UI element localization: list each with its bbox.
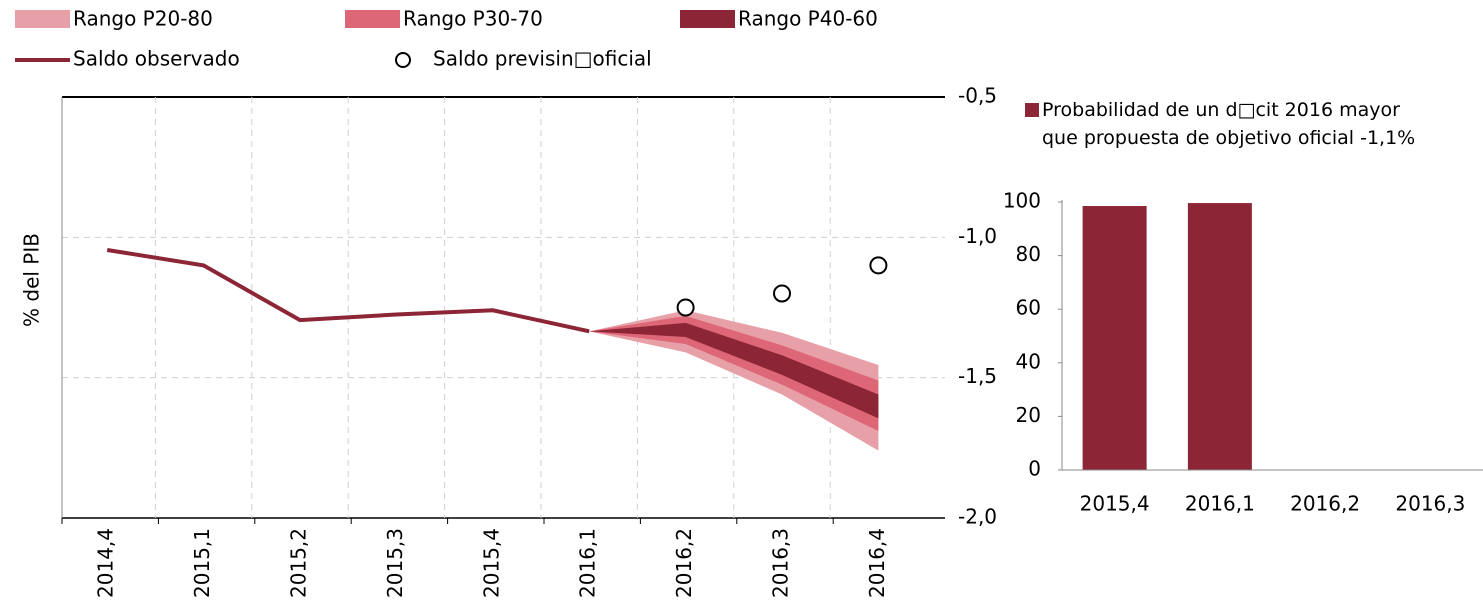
legend-label: Saldo observado (73, 47, 240, 71)
x-tick-label: 2015,4 (479, 528, 503, 598)
legend-swatch (345, 10, 400, 28)
x-tick-label: 2015,3 (383, 528, 407, 598)
y-tick-label: 80 (1016, 242, 1041, 266)
x-tick-label: 2016,3 (1395, 492, 1465, 516)
x-tick-label: 2016,3 (769, 528, 793, 598)
fan-band (589, 310, 879, 451)
legend-swatch (15, 10, 70, 28)
x-tick-label: 2015,4 (1080, 492, 1150, 516)
y-tick-label: -2,0 (958, 505, 997, 529)
x-tick-label: 2016,1 (1185, 492, 1255, 516)
legend-label: Rango P30-70 (403, 7, 543, 31)
forecast-point (869, 256, 888, 275)
y-tick-label: 20 (1016, 403, 1041, 427)
legend-marker (395, 52, 411, 68)
x-tick-label: 2015,2 (287, 528, 311, 598)
x-tick-label: 2016,2 (1290, 492, 1360, 516)
y-tick-label: -1,0 (958, 224, 997, 248)
y-tick-label: -0,5 (958, 84, 997, 108)
x-tick-label: 2016,4 (865, 528, 889, 598)
y-tick-label: 100 (1003, 189, 1041, 213)
x-tick-label: 2015,1 (190, 528, 214, 598)
x-tick-label: 2016,2 (672, 528, 696, 598)
y-tick-label: -1,5 (958, 364, 997, 388)
bar (1082, 206, 1147, 470)
forecast-point (676, 298, 695, 317)
y-axis-label: % del PIB (20, 233, 44, 327)
x-tick-label: 2016,1 (576, 528, 600, 598)
y-tick-label: 40 (1016, 349, 1041, 373)
x-tick-label: 2014,4 (94, 528, 118, 598)
legend-label: Rango P40-60 (738, 7, 878, 31)
fan-band (589, 322, 879, 419)
line (106, 247, 590, 334)
legend-label: Rango P20-80 (73, 7, 213, 31)
legend-label: Probabilidad de un d□cit 2016 mayor que … (1042, 99, 1416, 149)
legend-swatch (1025, 103, 1039, 117)
bar (1187, 203, 1252, 470)
y-tick-label: 0 (1028, 457, 1041, 481)
legend-label: Saldo previsin□oficial (433, 47, 652, 71)
legend-swatch (680, 10, 735, 28)
forecast-point (773, 284, 791, 303)
y-tick-label: 60 (1016, 296, 1041, 320)
